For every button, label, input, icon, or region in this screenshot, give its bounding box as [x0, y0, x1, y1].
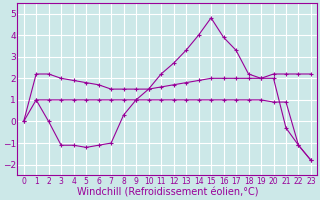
X-axis label: Windchill (Refroidissement éolien,°C): Windchill (Refroidissement éolien,°C): [76, 187, 258, 197]
